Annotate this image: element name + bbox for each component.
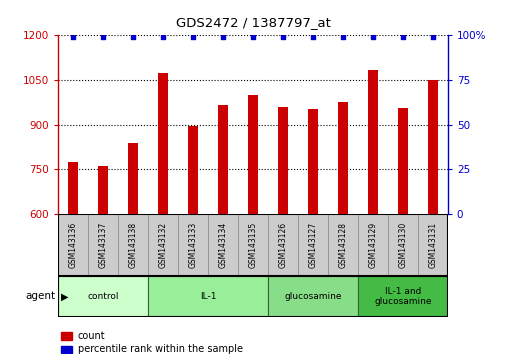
Text: GSM143136: GSM143136: [69, 222, 78, 268]
Bar: [337, 102, 347, 214]
Text: percentile rank within the sample: percentile rank within the sample: [78, 344, 242, 354]
Bar: [327, 214, 357, 276]
Bar: [417, 214, 447, 276]
Text: control: control: [87, 292, 119, 301]
Text: IL-1 and
glucosamine: IL-1 and glucosamine: [373, 287, 431, 306]
Bar: [128, 143, 138, 214]
Bar: [208, 214, 237, 276]
Text: GSM143137: GSM143137: [98, 222, 108, 268]
Point: [159, 34, 167, 40]
Text: GSM143126: GSM143126: [278, 222, 287, 268]
Text: GSM143131: GSM143131: [427, 222, 436, 268]
Bar: [397, 108, 408, 214]
Bar: [148, 214, 178, 276]
Point: [308, 34, 316, 40]
Point: [248, 34, 257, 40]
Bar: [217, 104, 228, 214]
Bar: [247, 95, 258, 214]
Text: GSM143130: GSM143130: [397, 222, 407, 268]
Bar: [277, 107, 288, 214]
Bar: [88, 214, 118, 276]
Bar: [97, 166, 108, 214]
Text: agent: agent: [25, 291, 56, 302]
Point: [129, 34, 137, 40]
Bar: [297, 214, 327, 276]
Text: count: count: [78, 331, 106, 341]
Text: GSM143132: GSM143132: [158, 222, 167, 268]
Bar: [118, 214, 148, 276]
Bar: [387, 214, 417, 276]
Point: [99, 34, 107, 40]
Bar: [187, 126, 198, 214]
Point: [338, 34, 346, 40]
Text: GSM143134: GSM143134: [218, 222, 227, 268]
Text: GSM143133: GSM143133: [188, 222, 197, 268]
Bar: [367, 70, 377, 214]
Text: ▶: ▶: [61, 291, 68, 302]
Text: GSM143135: GSM143135: [248, 222, 257, 268]
Bar: [237, 214, 268, 276]
Point: [368, 34, 376, 40]
Bar: [68, 162, 78, 214]
Bar: [58, 276, 148, 317]
Bar: [268, 276, 357, 317]
Bar: [357, 276, 447, 317]
Text: GSM143138: GSM143138: [128, 222, 137, 268]
Text: GDS2472 / 1387797_at: GDS2472 / 1387797_at: [175, 16, 330, 29]
Point: [428, 34, 436, 40]
Bar: [427, 80, 437, 214]
Text: glucosamine: glucosamine: [284, 292, 341, 301]
Bar: [158, 73, 168, 214]
Text: GSM143128: GSM143128: [338, 222, 347, 268]
Bar: [268, 214, 297, 276]
Point: [278, 34, 286, 40]
Point: [398, 34, 406, 40]
Text: IL-1: IL-1: [199, 292, 216, 301]
Bar: [178, 214, 208, 276]
Point: [219, 34, 227, 40]
Bar: [307, 109, 318, 214]
Bar: [58, 214, 88, 276]
Bar: [357, 214, 387, 276]
Text: GSM143129: GSM143129: [368, 222, 377, 268]
Text: GSM143127: GSM143127: [308, 222, 317, 268]
Bar: [148, 276, 268, 317]
Point: [189, 34, 197, 40]
Point: [69, 34, 77, 40]
